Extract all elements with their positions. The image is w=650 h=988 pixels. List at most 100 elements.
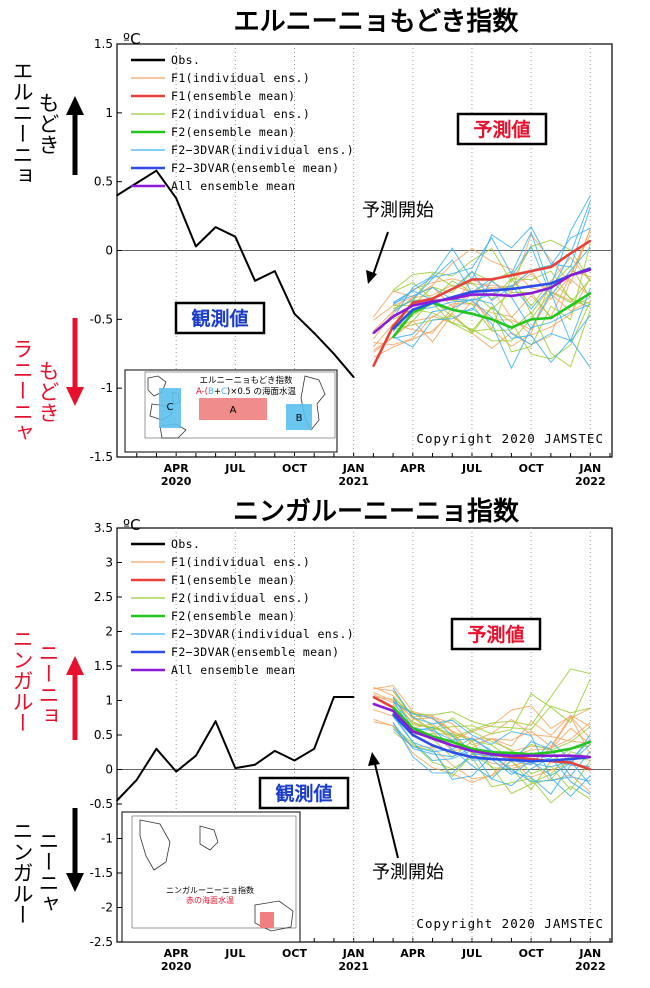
data-point [510,758,513,761]
ensemble-member-line [373,718,591,783]
data-point [273,749,276,752]
data-point [214,720,217,723]
x-tick-label: JAN [578,947,601,960]
data-point [589,268,592,271]
data-point [431,744,434,747]
data-point [411,308,414,311]
x-tick-label: APR [400,947,426,960]
data-point [589,292,592,295]
y-tick-label: -1 [101,381,113,395]
copyright-text: Copyright 2020 JAMSTEC [416,431,604,446]
inset-formula-part: A-( [196,387,208,397]
x-tick-label: JUL [461,947,482,960]
data-point [569,754,572,757]
ensemble-member-line [392,303,591,370]
ensemble-member-line [392,239,591,291]
lower-side-label: もどき [36,360,60,423]
data-point [194,245,197,248]
data-point [451,308,454,311]
data-point [471,293,473,296]
data-point [549,282,552,285]
data-point [372,332,375,334]
data-point [451,741,454,743]
data-point [293,312,296,315]
data-point [510,326,513,329]
y-tick-label: 3.5 [94,521,113,535]
data-point [549,759,552,762]
data-point [392,713,394,716]
region-b-label: B [296,413,303,424]
region-a [199,398,267,420]
data-point [530,285,533,288]
x-tick-label: JAN [578,462,601,475]
data-point [431,737,434,740]
data-point [471,749,473,752]
y-tick-label: 1 [105,694,113,708]
data-point [451,288,454,290]
ensemble-member-line [392,678,591,735]
data-point [392,315,394,318]
data-point [530,760,533,763]
data-point [589,741,592,743]
ensemble-member-line [392,278,591,342]
data-point [431,300,434,303]
legend-label: F2−3DVAR(ensemble mean) [171,161,339,175]
y-tick-label: -1 [101,832,113,846]
data-point [510,752,513,754]
data-point [313,332,316,334]
data-point [549,754,552,757]
lower-side-label: ニンガルー [10,820,34,925]
legend-label: All ensemble mean [171,663,296,677]
data-point [411,734,414,736]
data-point [372,703,375,705]
data-point [549,266,552,268]
data-point [490,753,493,756]
data-point [530,754,533,757]
forecast-label: 予測値 [473,118,530,141]
inset-formula: A-(B+C)×0.5 の海面水温 [196,386,297,397]
data-point [116,194,118,197]
legend-label: F2(individual ens.) [171,107,310,121]
data-point [333,352,335,355]
inset-formula-part: )×0.5 の海面水温 [227,386,297,397]
data-point [392,709,394,712]
forecast-box-frame [450,617,542,651]
data-point [451,297,454,300]
data-point [372,696,375,698]
data-point [411,304,414,307]
legend-label: F1(ensemble mean) [171,89,296,103]
forecast-start-arrow [373,759,399,859]
ensemble-member-line [373,721,591,780]
x-year-label: 2022 [575,960,606,973]
x-tick-label: OCT [519,947,544,960]
legend-label: F2−3DVAR(individual ens.) [171,627,354,641]
lower-side-label: ニーニャ [36,830,60,914]
data-point [510,754,513,757]
australia-coastline [254,900,294,932]
x-tick-label: OCT [282,462,307,475]
observed-box-frame [174,301,266,335]
inset-map-area [131,815,297,929]
region-b [286,404,312,430]
data-point [411,311,414,314]
y-tick-label: -2.5 [90,935,113,949]
data-point [392,325,394,328]
data-point [490,289,493,292]
x-year-label: 2021 [338,960,369,973]
inset-title: エルニーニョもどき指数 [199,375,293,386]
y-tick-label: -0.5 [90,312,113,326]
x-tick-label: OCT [519,462,544,475]
data-point [135,182,138,184]
data-point [135,778,138,781]
inset-title: ニンガルーニーニョ指数 [166,885,254,895]
data-point [589,756,592,758]
data-point [214,226,217,228]
data-point [549,317,552,319]
forecast-label: 予測値 [467,623,524,646]
data-point [431,735,434,738]
legend-label: F1(individual ens.) [171,71,310,85]
legend-label: F2(ensemble mean) [171,609,296,623]
series-line-all-ensemble-mean [372,702,591,759]
data-point [451,751,454,754]
